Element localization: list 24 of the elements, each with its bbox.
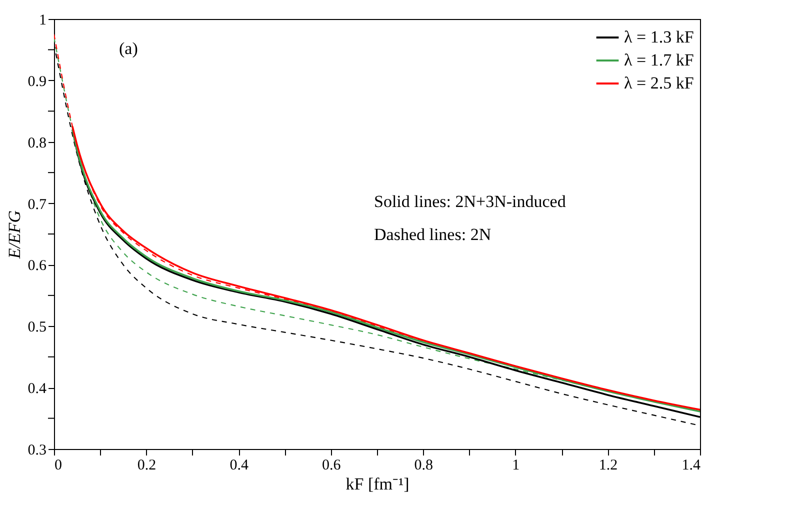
y-tick-label: 0.4 — [28, 381, 47, 398]
y-tick-label: 0.3 — [28, 442, 46, 458]
y-tick-label: 1 — [39, 12, 46, 28]
y-tick-label: 0.7 — [28, 196, 47, 213]
x-tick-label: 0.8 — [414, 458, 434, 474]
x-tick-label: 0 — [54, 458, 62, 474]
x-tick-label: 0.4 — [230, 458, 249, 474]
y-tick-label: 0.8 — [28, 135, 46, 152]
annotation: (a) — [119, 39, 138, 58]
legend-label: λ = 2.5 kF — [624, 74, 694, 92]
x-tick-label: 0.2 — [137, 458, 156, 474]
x-tick-label: 1.2 — [598, 458, 618, 474]
x-axis-title: kF [fm⁻¹] — [346, 474, 410, 494]
y-tick-label: 0.9 — [28, 74, 46, 90]
y-tick-label: 0.6 — [28, 258, 47, 274]
legend-label: λ = 1.3 kF — [624, 28, 694, 46]
annotation: Dashed lines: 2N — [374, 225, 492, 244]
legend-label: λ = 1.7 kF — [624, 50, 694, 70]
x-tick-label: 1 — [512, 458, 520, 474]
x-tick-label: 0.6 — [322, 458, 342, 474]
y-axis-title: E/EFG — [4, 210, 24, 260]
x-tick-label: 1.4 — [682, 458, 701, 474]
y-tick-label: 0.5 — [28, 320, 46, 336]
annotation: Solid lines: 2N+3N-induced — [374, 192, 566, 211]
